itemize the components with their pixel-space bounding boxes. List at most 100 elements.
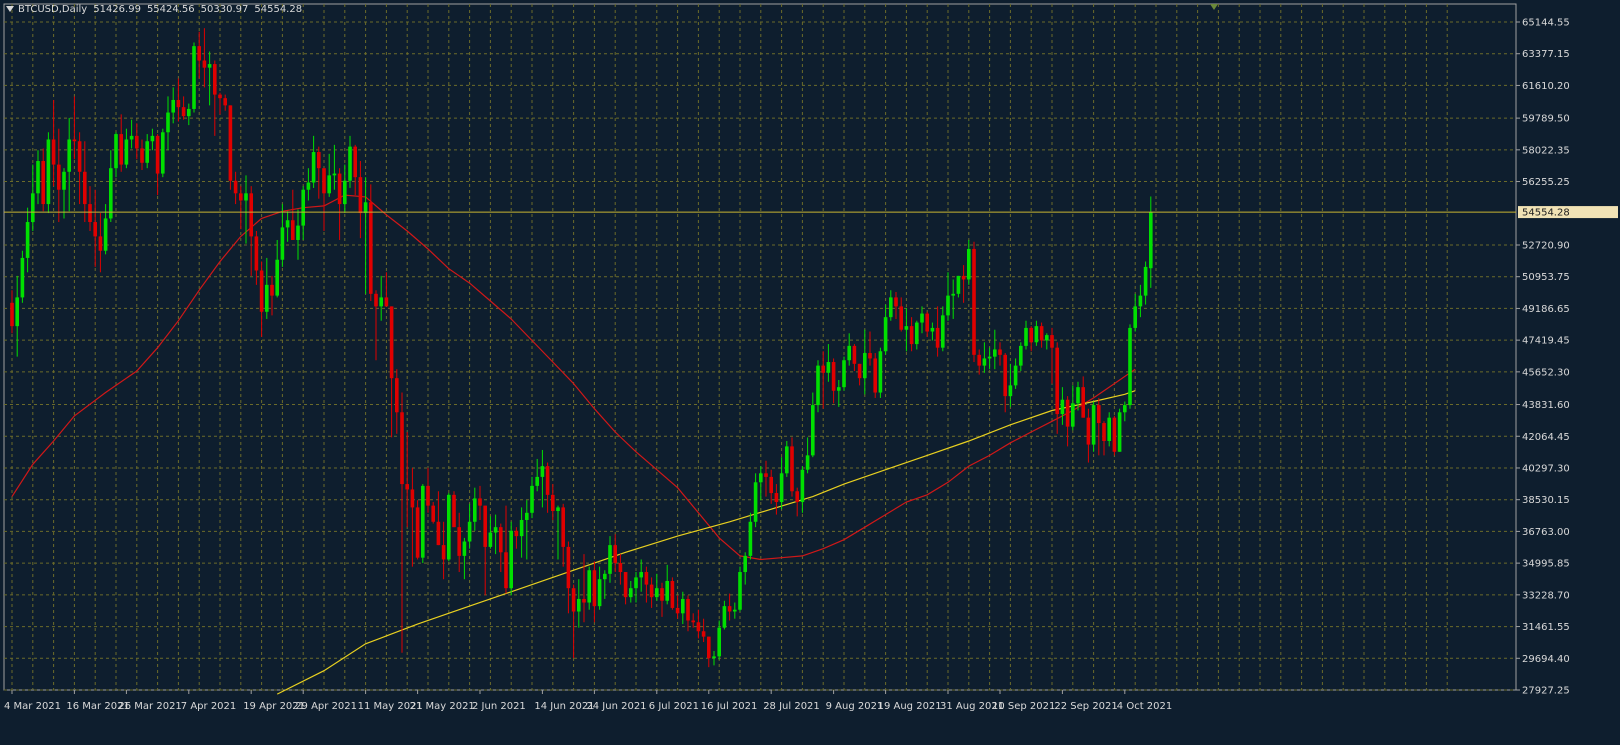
candle-body [904, 326, 909, 330]
bullish-candle [244, 175, 248, 244]
bullish-candle [717, 620, 721, 660]
bearish-candle [1039, 322, 1044, 348]
candle-body [707, 636, 711, 659]
bullish-candle [967, 239, 971, 285]
candle-body [675, 607, 680, 614]
bearish-candle [977, 349, 981, 375]
bearish-candle [415, 500, 420, 560]
bullish-candle [904, 308, 909, 352]
candle-body [738, 572, 742, 610]
x-tick-label: 26 Mar 2021 [118, 701, 181, 712]
bearish-candle [795, 487, 799, 517]
bearish-candle [504, 505, 508, 594]
y-tick-label: 49186.65 [1522, 304, 1570, 315]
x-tick-label: 22 Sep 2021 [1054, 701, 1117, 712]
y-tick-label: 47419.45 [1522, 336, 1570, 347]
candle-body [109, 168, 113, 219]
bearish-candle [77, 132, 82, 205]
collapse-triangle-icon[interactable] [6, 6, 14, 12]
bearish-candle [57, 128, 61, 223]
y-tick-label: 40297.30 [1522, 463, 1570, 474]
candle-body [779, 473, 784, 503]
x-tick-label: 21 May 2021 [410, 701, 475, 712]
bullish-candle [982, 342, 987, 373]
candle-body [384, 297, 389, 307]
bearish-candle [935, 306, 940, 357]
candle-body [878, 351, 883, 393]
candle-body [161, 132, 165, 174]
candle-body [327, 175, 331, 194]
candle-body [1076, 387, 1080, 404]
bearish-candle [686, 595, 690, 632]
bullish-candle [519, 507, 524, 558]
candle-body [681, 598, 685, 614]
bullish-candle [681, 591, 685, 625]
bearish-candle [1081, 376, 1085, 418]
candle-body [400, 412, 404, 485]
candle-body [701, 631, 706, 637]
candle-body [1123, 405, 1127, 413]
candle-body [1034, 326, 1039, 343]
bullish-candle [816, 360, 820, 413]
candle-body [405, 484, 409, 490]
bearish-candle [1029, 326, 1033, 352]
bullish-candle [722, 600, 727, 630]
candle-body [332, 173, 337, 176]
candle-body [540, 466, 545, 477]
candle-body [717, 627, 721, 657]
candle-body [322, 168, 326, 194]
bullish-candle [738, 566, 742, 612]
candle-body [941, 315, 945, 348]
candle-body [831, 362, 836, 391]
candle-body [296, 225, 300, 240]
candle-body [774, 493, 779, 503]
candle-body [311, 152, 316, 183]
x-tick-label: 2 Jun 2021 [472, 701, 526, 712]
bullish-candle [327, 153, 331, 197]
candle-body [150, 135, 155, 142]
candle-body [967, 248, 971, 280]
bearish-candle [119, 114, 123, 172]
bullish-candle [109, 150, 113, 223]
x-tick-label: 19 Apr 2021 [243, 701, 305, 712]
bearish-candle [431, 502, 435, 524]
bearish-candle [873, 353, 877, 398]
bearish-candle [233, 171, 238, 205]
candle-body [233, 180, 238, 194]
candle-body [660, 588, 664, 601]
bearish-candle [181, 96, 186, 120]
candle-body [1050, 335, 1054, 348]
bearish-candle [618, 554, 623, 585]
candle-body [743, 555, 747, 573]
bullish-candle [192, 42, 196, 113]
bullish-candle [525, 500, 529, 560]
bullish-candle [608, 536, 612, 583]
bullish-candle [1091, 401, 1096, 452]
candle-body [1013, 365, 1018, 386]
bullish-candle [987, 347, 992, 370]
low-value: 50330.97 [200, 4, 249, 15]
bearish-candle [384, 272, 389, 307]
bearish-candle [899, 297, 903, 332]
bearish-candle [291, 189, 295, 240]
bullish-candle [20, 250, 25, 303]
candle-body [254, 236, 259, 271]
candle-body [582, 598, 586, 603]
candle-body [1133, 306, 1137, 328]
bearish-candle [660, 582, 664, 617]
x-tick-label: 28 Jul 2021 [763, 701, 820, 712]
bearish-candle [218, 92, 222, 115]
bullish-candle [530, 476, 534, 519]
candle-body [670, 581, 675, 608]
candle-body [223, 98, 227, 106]
candle-body [72, 139, 77, 142]
bullish-candle [811, 392, 815, 458]
candle-body [1107, 417, 1111, 442]
candle-body [1060, 399, 1065, 415]
bullish-candle [540, 449, 545, 508]
bearish-candle [571, 584, 576, 659]
bearish-candle [691, 613, 695, 628]
candle-body [1102, 423, 1106, 442]
